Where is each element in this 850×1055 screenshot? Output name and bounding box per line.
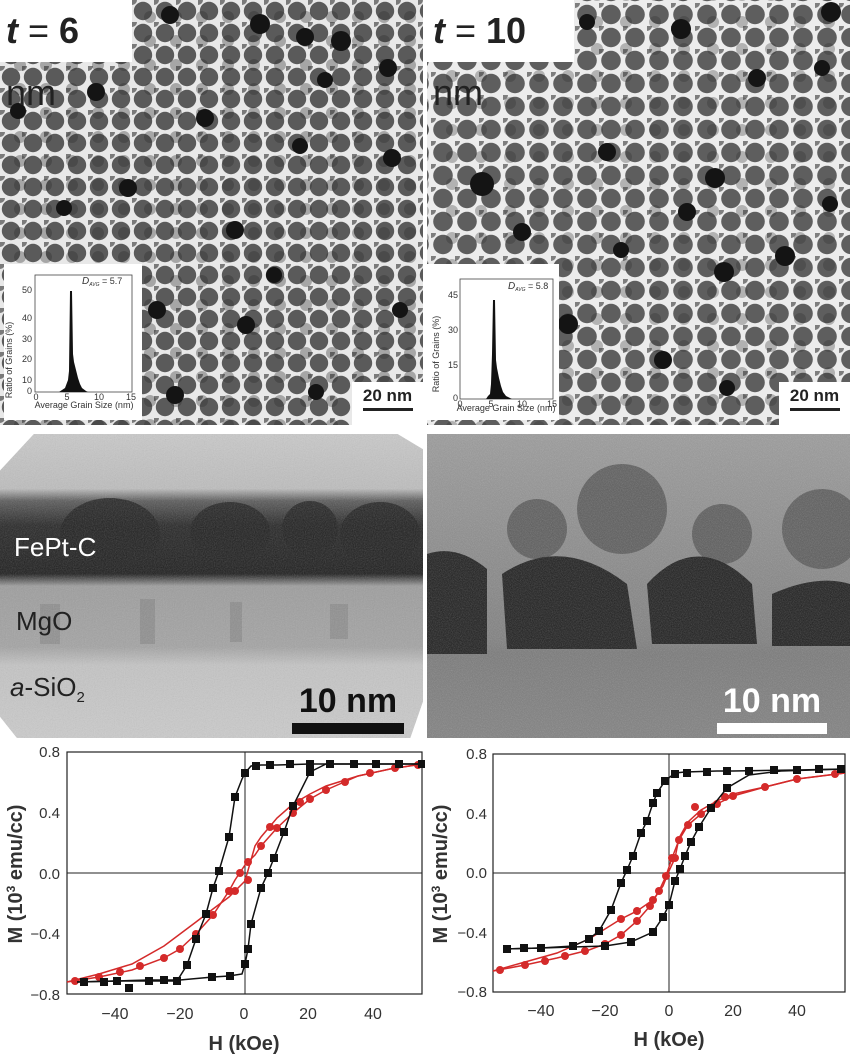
scale-bar-label: 10 nm: [298, 682, 398, 720]
davg-label: DAVG = 5.8: [508, 281, 548, 293]
thickness-symbol: t: [433, 10, 445, 51]
mh-xlabel: H (kOe): [208, 1033, 279, 1055]
mh-loop-t6-svg: 0.8 0.4 0.0 −0.4 −0.8 −40 −20 0 20 40 H …: [4, 744, 425, 1055]
svg-text:50: 50: [22, 285, 32, 295]
svg-text:0.4: 0.4: [466, 806, 487, 823]
svg-text:40: 40: [364, 1006, 382, 1023]
scale-bar-xsec-left: 10 nm: [292, 684, 404, 734]
svg-text:−20: −20: [591, 1003, 618, 1020]
mh-ylabel: M (103 emu/cc): [429, 805, 452, 944]
svg-text:0.0: 0.0: [39, 866, 60, 883]
svg-text:−40: −40: [101, 1006, 128, 1023]
tem-crosssection-right: 10 nm: [427, 434, 850, 738]
scale-bar-label: 20 nm: [789, 386, 840, 405]
scale-bar-line: [362, 408, 413, 411]
layer-label-a-sio2: a-SiO2: [10, 672, 85, 706]
svg-text:0: 0: [665, 1003, 674, 1020]
layer-label-fept-c: FePt-C: [14, 532, 97, 562]
svg-text:−20: −20: [166, 1006, 193, 1023]
histogram-ylabel: Ratio of Grains (%): [4, 322, 14, 399]
svg-text:20: 20: [724, 1003, 742, 1020]
mh-loop-t10-svg: 0.8 0.4 0.0 −0.4 −0.8 −40 −20 0 20 40 H …: [429, 746, 846, 1051]
svg-text:40: 40: [788, 1003, 806, 1020]
svg-text:5: 5: [488, 399, 493, 409]
svg-text:0: 0: [27, 386, 32, 396]
amorphous-prefix: a: [10, 672, 25, 702]
panel-label-t10: t = 10 nm: [427, 0, 574, 113]
scale-bar-line: [717, 723, 827, 734]
mh-ylabel: M (103 emu/cc): [4, 805, 27, 944]
scale-bar-line: [292, 723, 404, 734]
svg-text:−0.8: −0.8: [30, 987, 60, 1004]
equals: =: [18, 10, 60, 51]
svg-text:−40: −40: [527, 1003, 554, 1020]
svg-text:0: 0: [453, 393, 458, 403]
grain-size-histogram-t10: Ratio of Grains (%) Average Grain Size (…: [427, 264, 559, 420]
scale-bar-t10: 20 nm: [779, 382, 850, 425]
svg-text:15: 15: [126, 392, 136, 402]
svg-text:0: 0: [240, 1006, 249, 1023]
histogram-xlabel: Average Grain Size (nm): [35, 400, 134, 410]
crosssection-layers: [0, 434, 423, 738]
thickness-value: 10: [486, 10, 527, 51]
layer-label-mgo: MgO: [16, 606, 73, 636]
svg-text:5: 5: [64, 392, 69, 402]
mh-xlabel: H (kOe): [633, 1029, 704, 1051]
thickness-unit: nm: [6, 72, 57, 113]
svg-text:−0.4: −0.4: [457, 925, 487, 942]
tem-crosssection-left: FePt-C MgO a-SiO2 10 nm: [0, 434, 423, 738]
thickness-unit: nm: [433, 72, 484, 113]
crosssection-layers: [427, 434, 850, 738]
svg-text:30: 30: [448, 325, 458, 335]
mh-loop-t10: 0.8 0.4 0.0 −0.4 −0.8 −40 −20 0 20 40 H …: [425, 742, 850, 1055]
svg-text:15: 15: [448, 360, 458, 370]
svg-text:30: 30: [22, 334, 32, 344]
scale-bar-xsec-right: 10 nm: [717, 684, 827, 734]
svg-text:10: 10: [22, 375, 32, 385]
scale-bar-label: 10 nm: [722, 682, 822, 720]
scale-bar-line: [789, 408, 840, 411]
histogram-ylabel: Ratio of Grains (%): [431, 316, 441, 393]
svg-text:10: 10: [517, 399, 527, 409]
tem-planview-t10: t = 10 nm Ratio of Grains (%) Average Gr…: [427, 0, 850, 425]
svg-text:45: 45: [448, 290, 458, 300]
davg-label: DAVG = 5.7: [82, 276, 122, 288]
substrate-name: -SiO: [24, 672, 77, 702]
thickness-value: 6: [59, 10, 80, 51]
svg-text:10: 10: [94, 392, 104, 402]
svg-text:−0.4: −0.4: [30, 926, 60, 943]
mh-loop-t6: 0.8 0.4 0.0 −0.4 −0.8 −40 −20 0 20 40 H …: [0, 742, 425, 1055]
scale-bar-label: 20 nm: [362, 386, 413, 405]
histogram-t6-svg: Ratio of Grains (%) Average Grain Size (…: [4, 274, 136, 410]
equals: =: [445, 10, 487, 51]
tem-planview-t6: t = 6 nm Ratio of Grains (%) Average Gra…: [0, 0, 423, 425]
svg-text:0: 0: [33, 392, 38, 402]
substrate-subscript: 2: [76, 689, 85, 707]
panel-label-t6: t = 6 nm: [0, 0, 132, 113]
histogram-xlabel: Average Grain Size (nm): [457, 403, 556, 413]
svg-text:0.8: 0.8: [39, 744, 60, 761]
histogram-t10-svg: Ratio of Grains (%) Average Grain Size (…: [431, 278, 557, 413]
svg-text:0.8: 0.8: [466, 746, 487, 763]
svg-text:40: 40: [22, 313, 32, 323]
svg-text:20: 20: [22, 354, 32, 364]
svg-text:0: 0: [457, 399, 462, 409]
svg-text:0.0: 0.0: [466, 865, 487, 882]
svg-text:0.4: 0.4: [39, 805, 60, 822]
grain-size-histogram-t6: Ratio of Grains (%) Average Grain Size (…: [4, 264, 142, 420]
svg-text:15: 15: [547, 399, 557, 409]
thickness-symbol: t: [6, 10, 18, 51]
svg-text:−0.8: −0.8: [457, 984, 487, 1001]
svg-text:20: 20: [299, 1006, 317, 1023]
scale-bar-t6: 20 nm: [352, 382, 423, 425]
